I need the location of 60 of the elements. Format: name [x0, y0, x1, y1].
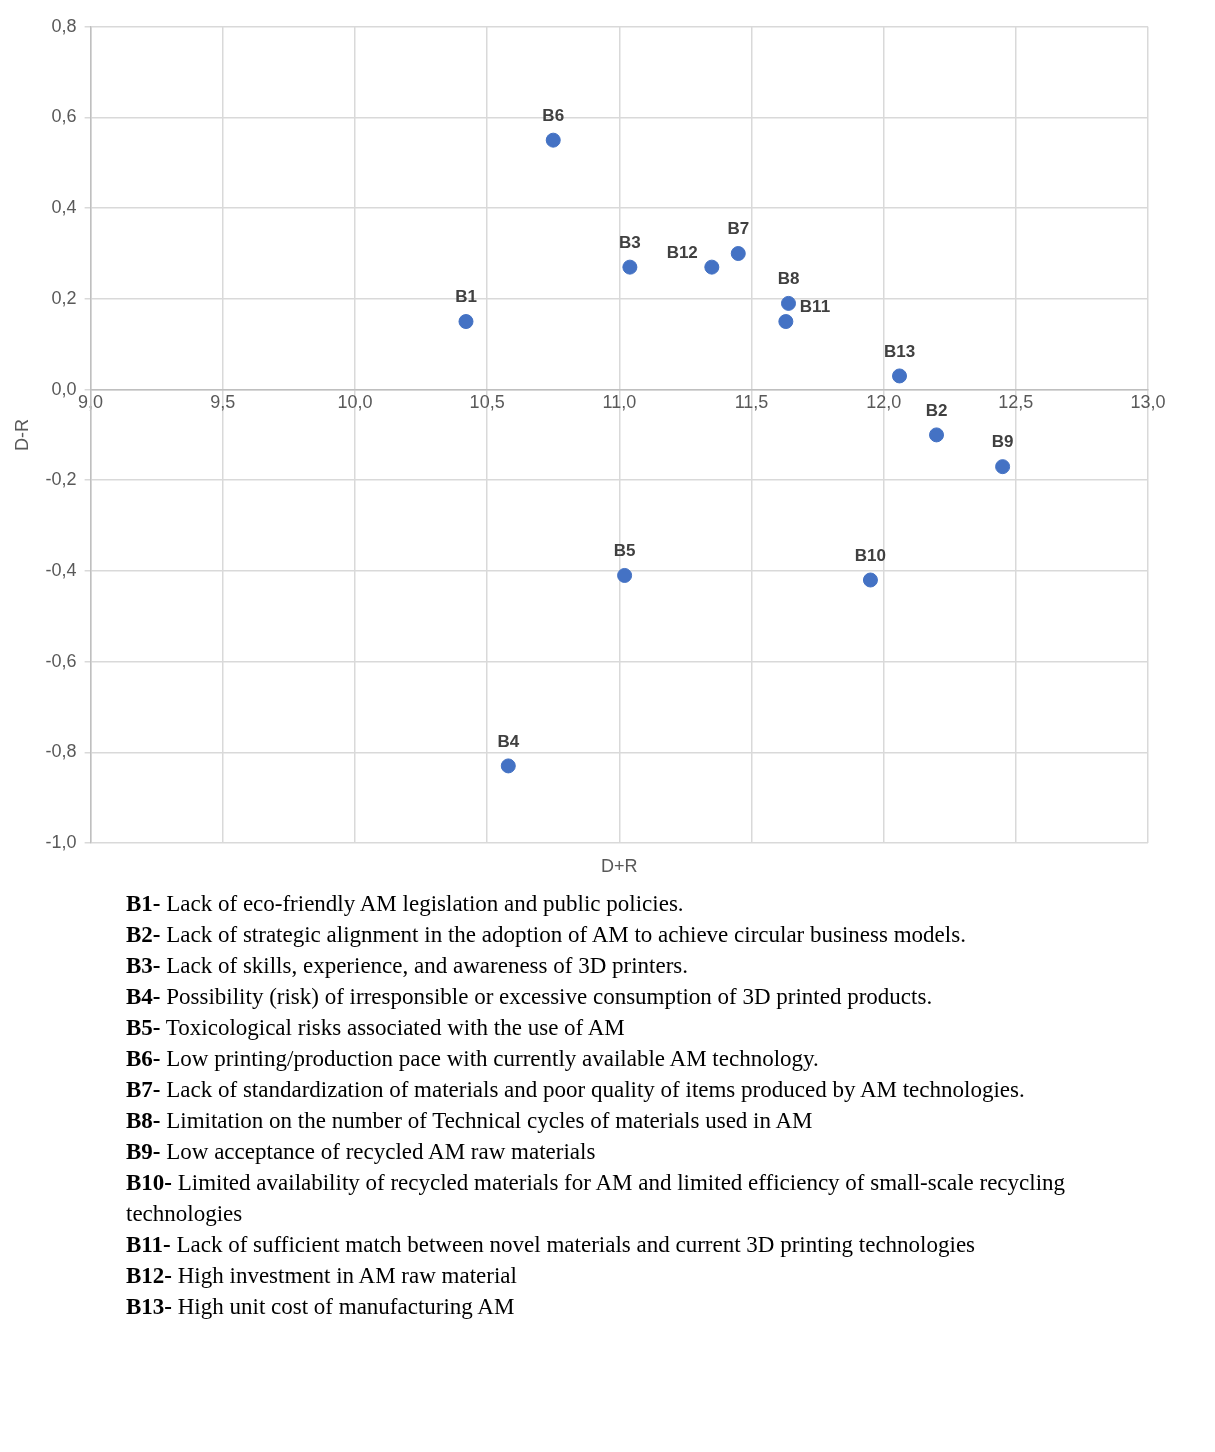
point [617, 567, 633, 583]
annotation: B5 [613, 541, 636, 561]
point [892, 368, 908, 384]
text: B11- Lack of sufficient match between novel materials and current 3D printing technologies [126, 1232, 976, 1257]
annotation: B9 [991, 432, 1014, 452]
point [458, 314, 474, 330]
point [704, 259, 720, 275]
point [730, 246, 746, 262]
y-tick-label: -0,4 [45, 559, 77, 580]
text: B4- Possibility (risk) of irresponsible or excessive consumption of 3D printed products. [126, 984, 933, 1009]
annotation: B1 [455, 287, 477, 307]
point [622, 259, 638, 275]
text: B9- Low acceptance of recycled AM raw materials [126, 1139, 596, 1164]
annotation: B7 [727, 219, 750, 239]
y-tick-label: -0,8 [45, 741, 77, 762]
x-tick-label: 12,5 [998, 392, 1034, 413]
x-tick-label: 11,0 [602, 392, 637, 413]
y-tick-label: 0,6 [51, 106, 77, 127]
x-tick-label: 12,0 [866, 392, 902, 413]
text: B13- High unit cost of manufacturing AM [126, 1294, 515, 1319]
text: B3- Lack of skills, experience, and awareness of 3D printers. [126, 953, 689, 978]
annotation: B8 [777, 269, 800, 289]
point [929, 427, 945, 443]
point [862, 572, 878, 588]
point [500, 758, 516, 774]
point [780, 295, 796, 311]
text: B8- Limitation on the number of Technical cycles of materials used in AM [126, 1108, 813, 1133]
x-tick-label: 9,0 [78, 392, 104, 413]
annotation: B13 [883, 341, 916, 361]
annotation: B12 [666, 242, 698, 262]
x-tick-label: 9,5 [210, 392, 236, 413]
point [545, 132, 561, 148]
annotation: B6 [542, 105, 565, 125]
annotation: B3 [619, 232, 641, 252]
y-tick-label: -1,0 [45, 831, 77, 852]
y-tick-label: 0,8 [51, 15, 77, 36]
y-tick-label: -0,6 [45, 650, 77, 671]
text: B1- Lack of eco-friendly AM legislation and public policies. [126, 891, 684, 916]
text: B10- Limited availability of recycled materials for AM and limited efficiency of small-scale recycling technologies [126, 1170, 1066, 1226]
annotation: B11 [799, 297, 831, 317]
y-tick-label: 0,0 [51, 378, 77, 399]
text: B6- Low printing/production pace with currently available AM technology. [126, 1046, 819, 1071]
x-tick-label: 10,5 [469, 392, 505, 413]
text: B12- High investment in AM raw material [126, 1263, 517, 1288]
annotation: B10 [854, 545, 887, 565]
x-tick-label: 11,5 [734, 392, 769, 413]
y-tick-label: 0,4 [51, 197, 77, 218]
y-tick-label: -0,2 [45, 469, 77, 490]
point [995, 459, 1011, 475]
annotation: B4 [497, 731, 520, 751]
x-tick-label: 10,0 [337, 392, 373, 413]
annotation: B2 [925, 400, 948, 420]
text: B5- Toxicological risks associated with the use of AM [126, 1015, 625, 1040]
x-tick-label: 13,0 [1130, 392, 1166, 413]
y-tick-label: 0,2 [51, 287, 77, 308]
text: B7- Lack of standardization of materials and poor quality of items produced by AM technologies. [126, 1077, 1025, 1102]
text: B2- Lack of strategic alignment in the adoption of AM to achieve circular business models. [126, 922, 966, 947]
x-axis-title: D+R [601, 855, 638, 876]
point [778, 314, 794, 330]
y-axis-title: D-R [11, 418, 32, 451]
